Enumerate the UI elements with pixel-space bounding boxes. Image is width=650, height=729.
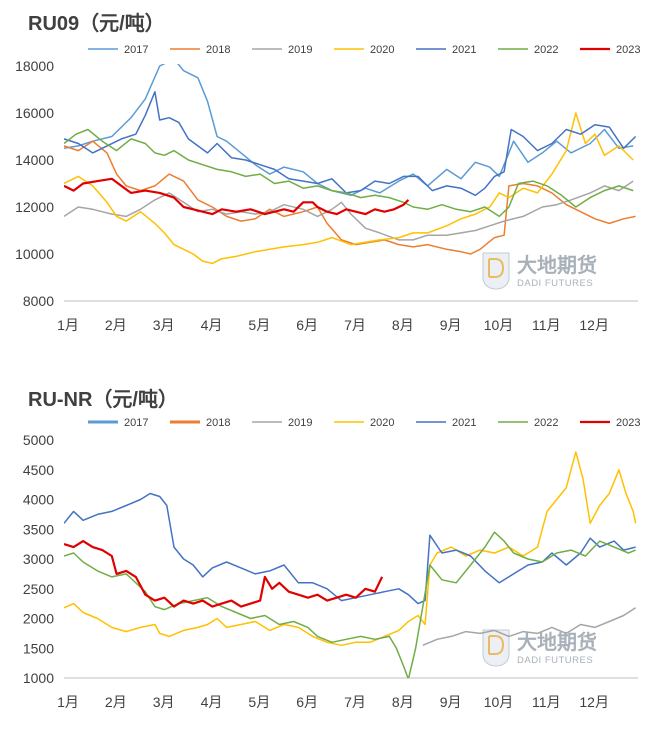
x-tick-label: 5月 bbox=[248, 317, 270, 333]
series-line-2019 bbox=[422, 607, 637, 646]
y-tick-label: 3000 bbox=[23, 551, 54, 567]
series-line-2021 bbox=[64, 492, 636, 605]
legend-label-2018: 2018 bbox=[206, 417, 230, 429]
series-line-2019 bbox=[64, 180, 634, 241]
watermark-d-icon bbox=[488, 635, 505, 655]
series-line-2018 bbox=[64, 140, 636, 255]
x-tick-label: 6月 bbox=[296, 694, 318, 710]
watermark-d-icon bbox=[488, 258, 505, 278]
series-line-2021 bbox=[64, 91, 637, 197]
y-tick-label: 18000 bbox=[15, 58, 54, 74]
x-tick-label: 6月 bbox=[296, 317, 318, 333]
legend-label-2022: 2022 bbox=[534, 417, 558, 429]
x-tick-label: 8月 bbox=[392, 694, 414, 710]
legend-label-2021: 2021 bbox=[452, 417, 476, 429]
legend-label-2020: 2020 bbox=[370, 417, 394, 429]
y-tick-label: 8000 bbox=[23, 293, 54, 309]
y-tick-label: 5000 bbox=[23, 432, 54, 448]
watermark-cn: 大地期货 bbox=[517, 253, 597, 277]
series-line-2017 bbox=[64, 64, 634, 197]
legend-label-2020: 2020 bbox=[370, 44, 394, 56]
x-tick-label: 11月 bbox=[532, 317, 561, 333]
y-tick-label: 14000 bbox=[15, 152, 54, 168]
y-tick-label: 16000 bbox=[15, 105, 54, 121]
chart-title: RU-NR（元/吨） bbox=[28, 387, 178, 411]
legend-label-2019: 2019 bbox=[288, 44, 312, 56]
series-line-2020 bbox=[64, 451, 637, 647]
legend-label-2022: 2022 bbox=[534, 44, 558, 56]
y-tick-label: 1000 bbox=[23, 670, 54, 686]
x-tick-label: 10月 bbox=[484, 317, 514, 333]
x-tick-label: 12月 bbox=[579, 317, 609, 333]
series-line-2020 bbox=[64, 112, 634, 265]
series-line-2023 bbox=[64, 177, 410, 216]
legend-label-2017: 2017 bbox=[124, 44, 148, 56]
x-tick-label: 9月 bbox=[440, 317, 462, 333]
watermark-en: DADI FUTURES bbox=[517, 278, 593, 289]
legend-label-2021: 2021 bbox=[452, 44, 476, 56]
series-line-2022 bbox=[64, 531, 636, 678]
chart-ru09: RU09（元/吨） 2017 2018 2019 2020 2021 2022 2023 大地期… bbox=[15, 11, 640, 333]
y-tick-label: 4000 bbox=[23, 492, 54, 508]
y-tick-label: 3500 bbox=[23, 521, 54, 537]
x-tick-label: 4月 bbox=[201, 694, 223, 710]
x-tick-label: 7月 bbox=[344, 317, 366, 333]
legend-label-2023: 2023 bbox=[616, 417, 640, 429]
y-tick-label: 12000 bbox=[15, 199, 54, 215]
x-tick-label: 9月 bbox=[440, 694, 462, 710]
watermark-en: DADI FUTURES bbox=[517, 655, 593, 666]
legend-label-2017: 2017 bbox=[124, 417, 148, 429]
x-tick-label: 2月 bbox=[105, 317, 127, 333]
y-tick-label: 2500 bbox=[23, 581, 54, 597]
y-tick-label: 1500 bbox=[23, 640, 54, 656]
x-tick-label: 12月 bbox=[579, 694, 609, 710]
x-tick-label: 10月 bbox=[484, 694, 514, 710]
legend-label-2018: 2018 bbox=[206, 44, 230, 56]
x-tick-label: 2月 bbox=[105, 694, 127, 710]
chart-title: RU09（元/吨） bbox=[28, 11, 165, 35]
y-tick-label: 4500 bbox=[23, 462, 54, 478]
y-tick-label: 2000 bbox=[23, 611, 54, 627]
x-tick-label: 7月 bbox=[344, 694, 366, 710]
watermark-cn: 大地期货 bbox=[517, 630, 597, 654]
x-tick-label: 1月 bbox=[57, 317, 79, 333]
series-line-2022 bbox=[64, 128, 634, 218]
chart-ru-nr: RU-NR（元/吨） 2017 2018 2019 2020 2021 2022 2023 大地… bbox=[23, 387, 641, 710]
y-tick-label: 10000 bbox=[15, 246, 54, 262]
x-tick-label: 4月 bbox=[201, 317, 223, 333]
x-tick-label: 5月 bbox=[248, 694, 270, 710]
legend-label-2019: 2019 bbox=[288, 417, 312, 429]
legend-label-2023: 2023 bbox=[616, 44, 640, 56]
series-line-2023 bbox=[64, 539, 384, 608]
x-tick-label: 8月 bbox=[392, 317, 414, 333]
x-tick-label: 3月 bbox=[153, 317, 175, 333]
x-tick-label: 11月 bbox=[532, 694, 561, 710]
x-tick-label: 1月 bbox=[57, 694, 79, 710]
x-tick-label: 3月 bbox=[153, 694, 175, 710]
